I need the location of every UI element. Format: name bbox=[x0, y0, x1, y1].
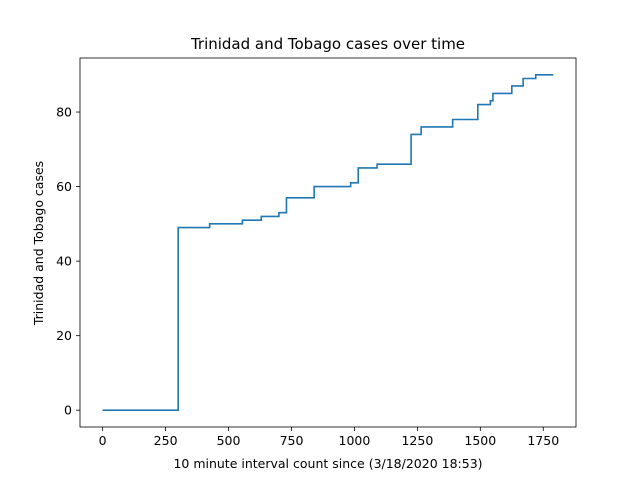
x-axis-label: 10 minute interval count since (3/18/202… bbox=[173, 456, 482, 471]
y-tick-label-60: 60 bbox=[56, 179, 72, 194]
y-axis-label: Trinidad and Tobago cases bbox=[31, 161, 46, 326]
x-tick-label-1500: 1500 bbox=[464, 433, 496, 448]
y-tick-label-40: 40 bbox=[56, 254, 72, 269]
plot-frame bbox=[79, 57, 577, 428]
x-tick-label-1250: 1250 bbox=[401, 433, 433, 448]
y-tick-label-20: 20 bbox=[56, 328, 72, 343]
x-tick-label-500: 500 bbox=[217, 433, 241, 448]
x-tick-label-250: 250 bbox=[154, 433, 178, 448]
x-tick-label-1000: 1000 bbox=[339, 433, 371, 448]
chart-title: Trinidad and Tobago cases over time bbox=[190, 35, 465, 53]
x-tick-label-750: 750 bbox=[280, 433, 304, 448]
y-tick-label-80: 80 bbox=[56, 105, 72, 120]
series-line-0 bbox=[102, 73, 554, 412]
x-tick-label-1750: 1750 bbox=[527, 433, 559, 448]
y-tick-label-0: 0 bbox=[64, 403, 72, 418]
x-tick-label-0: 0 bbox=[99, 433, 107, 448]
plot-area: 0 250 500 750 1000 1250 1500 1750 0 20 40 60 80 bbox=[56, 57, 577, 448]
